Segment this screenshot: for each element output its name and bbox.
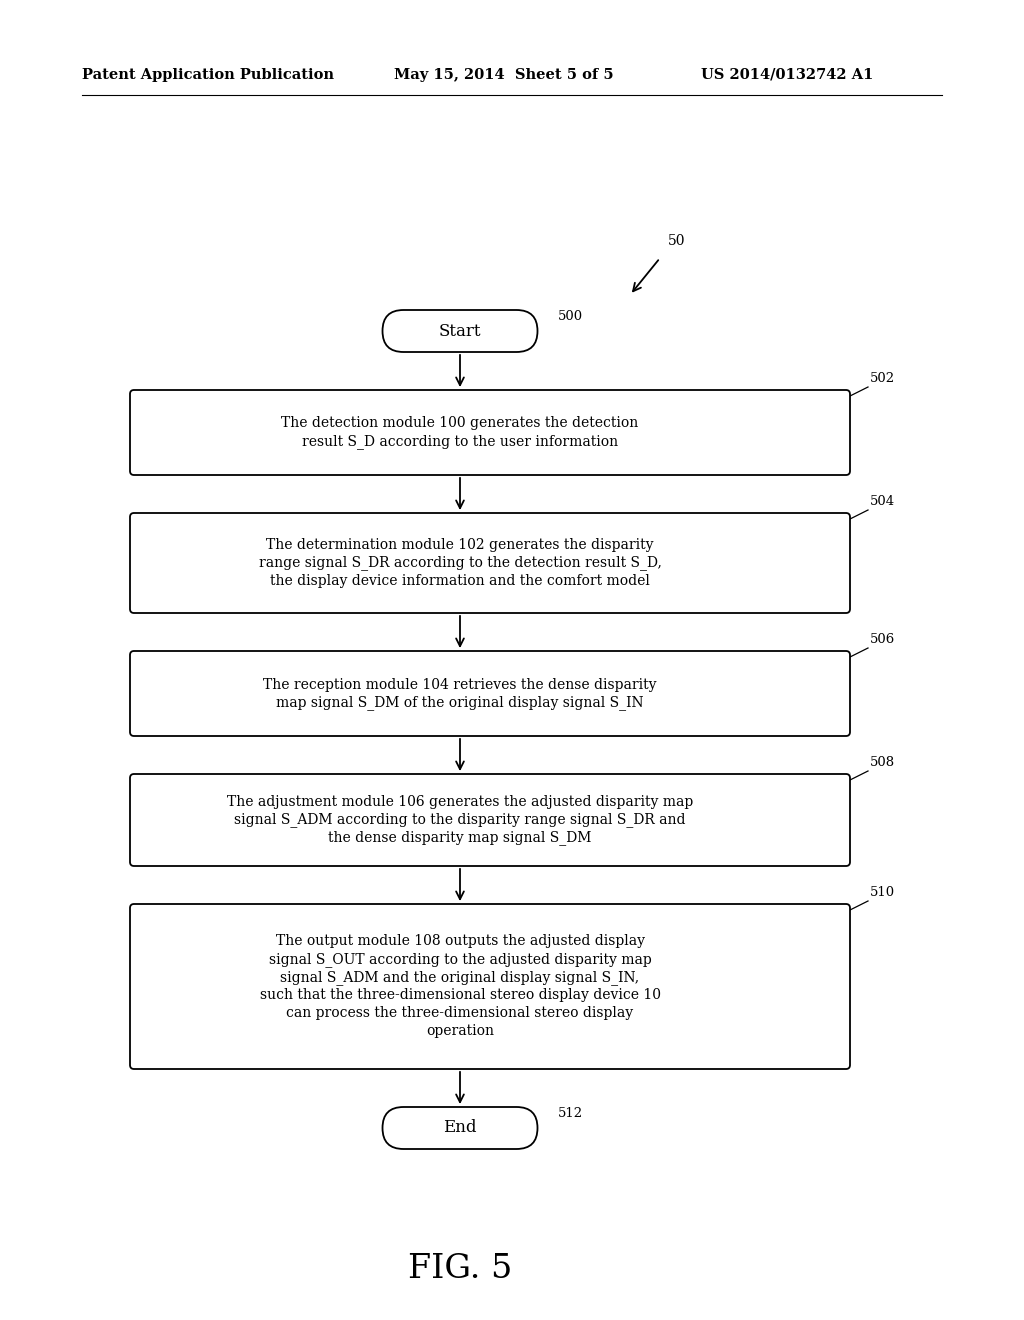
FancyBboxPatch shape	[383, 310, 538, 352]
Text: map signal S_DM of the original display signal S_IN: map signal S_DM of the original display …	[276, 696, 644, 710]
Text: the dense disparity map signal S_DM: the dense disparity map signal S_DM	[329, 830, 592, 845]
Text: 50: 50	[668, 234, 685, 248]
Text: signal S_ADM according to the disparity range signal S_DR and: signal S_ADM according to the disparity …	[234, 813, 686, 828]
FancyBboxPatch shape	[130, 651, 850, 737]
FancyBboxPatch shape	[383, 1107, 538, 1148]
Text: 510: 510	[870, 886, 895, 899]
Text: The detection module 100 generates the detection: The detection module 100 generates the d…	[282, 417, 639, 430]
Text: Start: Start	[438, 322, 481, 339]
FancyBboxPatch shape	[130, 389, 850, 475]
Text: 504: 504	[870, 495, 895, 508]
Text: such that the three-dimensional stereo display device 10: such that the three-dimensional stereo d…	[259, 989, 660, 1002]
Text: 506: 506	[870, 634, 895, 645]
FancyBboxPatch shape	[130, 513, 850, 612]
Text: range signal S_DR according to the detection result S_D,: range signal S_DR according to the detec…	[259, 556, 662, 570]
Text: 500: 500	[557, 310, 583, 323]
Text: can process the three-dimensional stereo display: can process the three-dimensional stereo…	[287, 1006, 634, 1020]
Text: End: End	[443, 1119, 477, 1137]
Text: operation: operation	[426, 1024, 494, 1039]
Text: The determination module 102 generates the disparity: The determination module 102 generates t…	[266, 539, 653, 552]
Text: 508: 508	[870, 756, 895, 770]
FancyBboxPatch shape	[130, 904, 850, 1069]
Text: signal S_ADM and the original display signal S_IN,: signal S_ADM and the original display si…	[281, 970, 640, 985]
Text: Patent Application Publication: Patent Application Publication	[82, 69, 334, 82]
Text: result S_D according to the user information: result S_D according to the user informa…	[302, 434, 618, 449]
Text: The reception module 104 retrieves the dense disparity: The reception module 104 retrieves the d…	[263, 677, 656, 692]
Text: 502: 502	[870, 372, 895, 385]
FancyBboxPatch shape	[130, 774, 850, 866]
Text: The adjustment module 106 generates the adjusted disparity map: The adjustment module 106 generates the …	[227, 795, 693, 809]
Text: US 2014/0132742 A1: US 2014/0132742 A1	[701, 69, 873, 82]
Text: May 15, 2014  Sheet 5 of 5: May 15, 2014 Sheet 5 of 5	[394, 69, 613, 82]
Text: the display device information and the comfort model: the display device information and the c…	[270, 574, 650, 587]
Text: signal S_OUT according to the adjusted disparity map: signal S_OUT according to the adjusted d…	[268, 952, 651, 968]
Text: The output module 108 outputs the adjusted display: The output module 108 outputs the adjust…	[275, 935, 644, 949]
Text: FIG. 5: FIG. 5	[408, 1253, 512, 1284]
Text: 512: 512	[557, 1107, 583, 1119]
